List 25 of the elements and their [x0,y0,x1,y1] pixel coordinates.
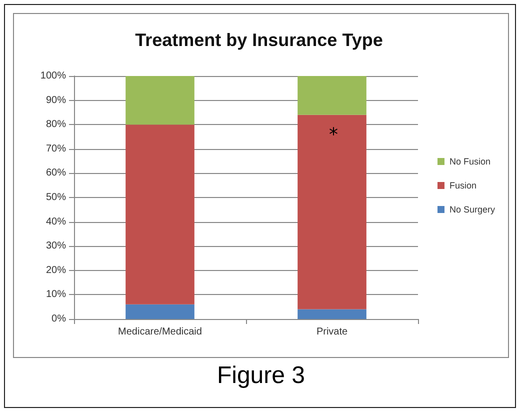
y-tick-label: 10% [46,289,66,300]
annotation: * [329,124,338,146]
y-tick-label: 20% [46,264,66,276]
y-tick-label: 30% [46,240,66,252]
y-tick-label: 0% [52,314,66,324]
bar [126,304,194,319]
y-tick-label: 100% [40,70,66,82]
bar [126,124,194,304]
y-tick-label: 50% [46,192,66,203]
y-tick-label: 90% [46,94,66,106]
x-tick-label: Medicare/Medicaid [118,326,202,338]
legend-label: No Surgery [449,204,496,214]
bar [298,76,366,115]
y-tick-label: 80% [46,119,66,130]
y-tick-label: 40% [46,216,66,228]
bar [298,114,366,310]
bar [298,309,366,319]
chart-title: Treatment by Insurance Type [135,30,383,50]
y-tick-label: 70% [46,143,66,154]
caption: Figure 3 [216,362,306,390]
legend-label: No Fusion [449,156,491,166]
y-tick-label: 60% [46,168,66,179]
bar [126,76,194,125]
x-tick-label: Private [316,326,348,338]
legend-label: Fusion [449,180,476,190]
